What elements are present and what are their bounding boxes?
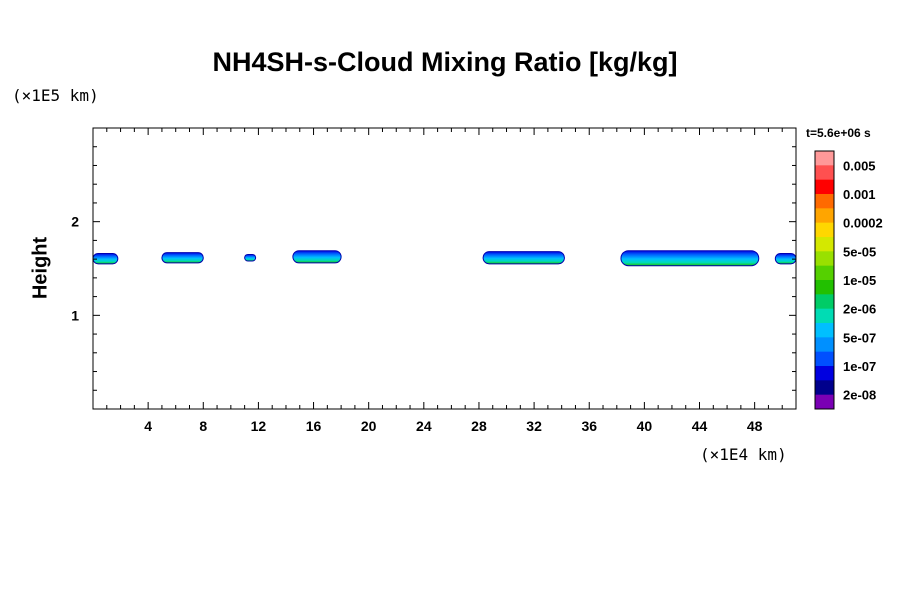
x-tick-label: 4: [144, 418, 152, 434]
chart-title: NH4SH-s-Cloud Mixing Ratio [kg/kg]: [212, 47, 678, 77]
y-tick-label: 2: [71, 214, 79, 230]
colorbar-label: 1e-07: [843, 359, 876, 374]
y-tick-label: 1: [71, 307, 79, 323]
time-label: t=5.6e+06 s: [806, 126, 871, 140]
cloud-layer: [620, 250, 760, 267]
colorbar-swatch: [815, 337, 834, 353]
x-tick-label: 36: [581, 418, 597, 434]
cloud-layers: [92, 250, 797, 267]
colorbar-label: 1e-05: [843, 273, 876, 288]
plot-frame: [92, 127, 797, 410]
colorbar-swatch: [815, 308, 834, 324]
cloud-layer: [482, 251, 565, 265]
colorbar-swatch: [815, 179, 834, 195]
colorbar-swatch: [815, 165, 834, 181]
x-tick-label: 16: [306, 418, 322, 434]
x-tick-label: 28: [471, 418, 487, 434]
colorbar-swatch: [815, 366, 834, 381]
colorbar-swatch: [815, 222, 834, 238]
x-tick-label: 48: [747, 418, 763, 434]
colorbar-swatch: [815, 151, 834, 166]
x-tick-label: 40: [637, 418, 653, 434]
colorbar-swatch: [815, 323, 834, 338]
x-tick-label: 32: [526, 418, 542, 434]
x-tick-label: 8: [199, 418, 207, 434]
x-tick-label: 24: [416, 418, 432, 434]
colorbar: 0.005 0.001 0.0002 5e-05 1e-05 2e-06 5e-07 1e-0…: [814, 150, 883, 410]
colorbar-swatch: [815, 208, 834, 224]
cloud-layer: [292, 250, 342, 264]
colorbar-swatch: [815, 251, 834, 267]
cloud-layer: [244, 253, 257, 262]
colorbar-swatch: [815, 380, 834, 396]
x-axis-unit: (×1E4 km): [700, 445, 787, 464]
colorbar-swatch: [815, 194, 834, 209]
colorbar-label: 5e-07: [843, 330, 876, 345]
colorbar-label: 2e-06: [843, 302, 876, 317]
colorbar-label: 0.001: [843, 187, 876, 202]
colorbar-swatch: [815, 351, 834, 367]
colorbar-label: 2e-08: [843, 388, 876, 403]
cloud-layer: [161, 252, 204, 264]
colorbar-label: 0.0002: [843, 216, 883, 231]
x-tick-label: 12: [251, 418, 267, 434]
colorbar-swatch: [815, 294, 834, 310]
colorbar-frame: [814, 150, 835, 410]
colorbar-label: 0.005: [843, 158, 876, 173]
x-tick-label: 44: [692, 418, 708, 434]
colorbar-swatch: [815, 265, 834, 281]
colorbar-label: 5e-05: [843, 244, 876, 259]
colorbar-swatch: [815, 237, 834, 252]
y-axis-unit: (×1E5 km): [12, 86, 99, 105]
x-tick-label: 20: [361, 418, 377, 434]
colorbar-swatch: [815, 280, 834, 295]
colorbar-swatch: [815, 394, 834, 410]
